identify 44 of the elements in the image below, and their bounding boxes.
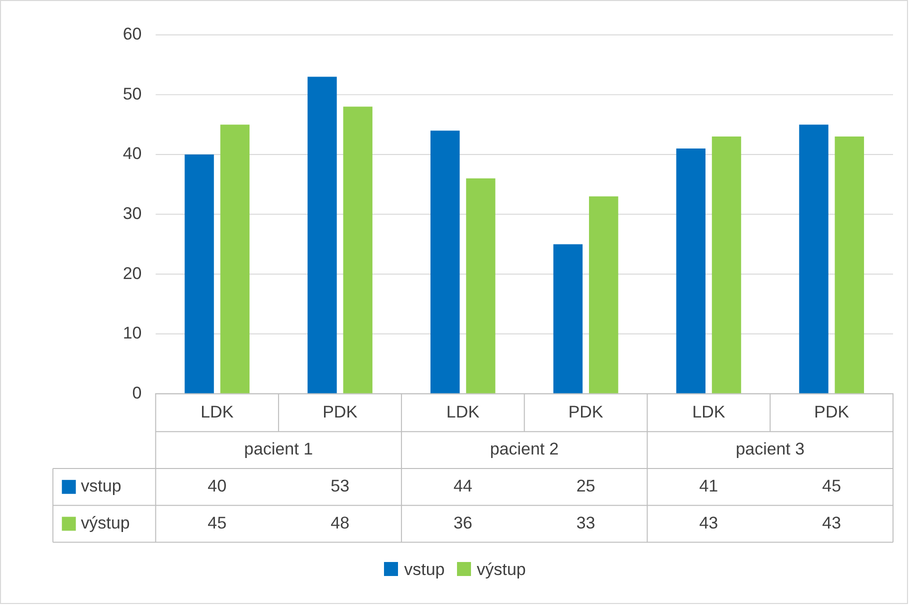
y-tick-label: 50 (122, 84, 142, 104)
text: pacient 3 (736, 440, 805, 459)
data-label: 44 (453, 476, 472, 496)
data-label: 53 (330, 476, 350, 496)
x-tick-label: PDK (814, 402, 850, 422)
text: výstup (476, 560, 526, 579)
data-label: 25 (576, 476, 596, 496)
y-tick-label: 60 (122, 24, 142, 44)
x-tick-label: PDK (322, 402, 358, 422)
data-label: 45 (822, 476, 842, 496)
x-tick-label: LDK (200, 402, 234, 422)
bar (834, 136, 864, 394)
data-label: 43 (699, 513, 718, 532)
bar (799, 124, 828, 394)
bar (466, 178, 496, 394)
data-label: 45 (208, 513, 227, 532)
data-label: 41 (699, 476, 718, 496)
x-tick-label: PDK (568, 402, 604, 422)
y-tick-label: 40 (122, 144, 142, 164)
legend-label: výstup (80, 513, 130, 532)
text: vstup (404, 560, 445, 579)
data-label: 36 (453, 513, 472, 532)
y-tick-label: 0 (132, 383, 142, 402)
data-label: 33 (576, 513, 596, 532)
x-tick-label: LDK (692, 402, 726, 422)
bar (184, 154, 214, 394)
bar (430, 130, 460, 394)
text: pacient 1 (244, 440, 313, 459)
y-tick-label: 10 (122, 324, 142, 343)
data-label: 43 (822, 513, 842, 532)
y-tick-label: 30 (122, 204, 142, 223)
legend-label: vstup (80, 476, 122, 496)
data-label: 40 (208, 476, 227, 496)
bar (589, 196, 618, 394)
y-tick-label: 20 (122, 264, 142, 283)
bar (676, 148, 706, 394)
x-tick-label: LDK (446, 402, 480, 422)
bar (308, 76, 337, 394)
bar (343, 106, 372, 394)
bar (553, 244, 583, 394)
data-label: 48 (330, 513, 350, 532)
bar (712, 136, 742, 394)
text: pacient 2 (490, 440, 559, 459)
bar (220, 124, 250, 394)
